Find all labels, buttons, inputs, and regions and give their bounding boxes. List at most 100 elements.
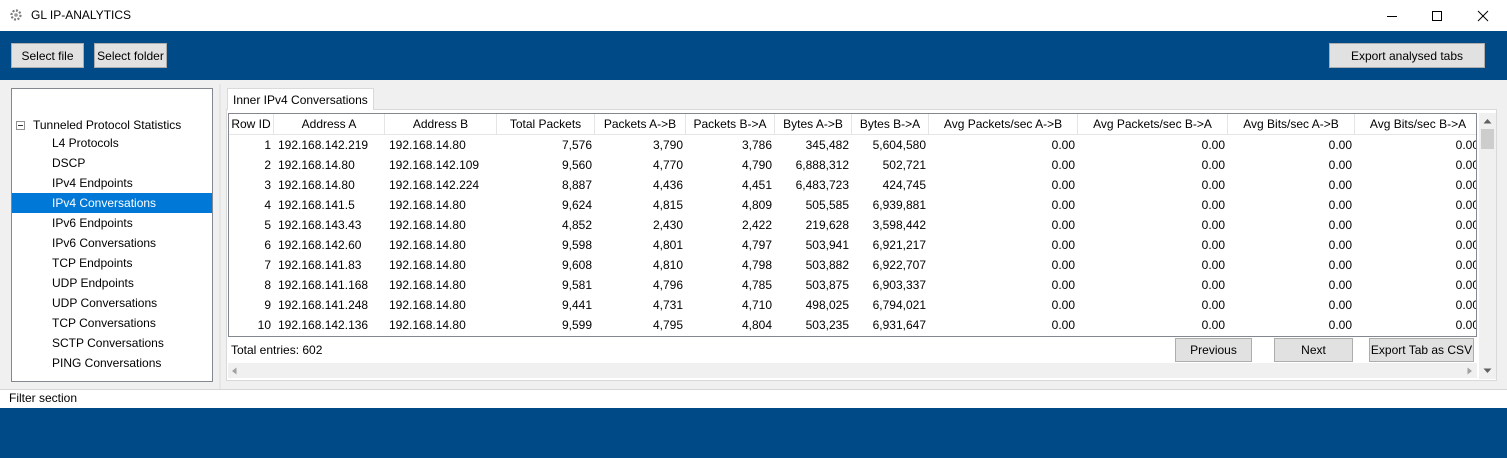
tree-item-tcp-conversations[interactable]: TCP Conversations — [12, 313, 212, 333]
row-id-cell: 7 — [229, 255, 274, 275]
bytes-b-a-cell: 6,903,337 — [852, 275, 929, 295]
table-row[interactable]: 9 192.168.141.248 192.168.14.80 9,441 4,731 4… — [229, 295, 1477, 315]
bytes-b-a-cell: 3,598,442 — [852, 215, 929, 235]
minimize-button[interactable] — [1369, 0, 1415, 31]
avg-packets-sec-a-b-cell: 0.00 — [929, 255, 1078, 275]
select-folder-button[interactable]: Select folder — [94, 43, 167, 68]
tree-item-udp-conversations[interactable]: UDP Conversations — [12, 293, 212, 313]
close-button[interactable] — [1460, 0, 1506, 31]
horizontal-scrollbar[interactable] — [228, 363, 1477, 378]
tab-inner-ipv4-conversations[interactable]: Inner IPv4 Conversations — [227, 88, 374, 110]
avg-bits-sec-a-b-cell: 0.00 — [1228, 175, 1355, 195]
address-a-cell: 192.168.143.43 — [274, 215, 385, 235]
column-header[interactable]: Bytes A->B — [775, 114, 852, 135]
column-header[interactable]: Avg Packets/sec A->B — [929, 114, 1078, 135]
table-row[interactable]: 6 192.168.142.60 192.168.14.80 9,598 4,801 4,… — [229, 235, 1477, 255]
packets-a-b-cell: 4,796 — [595, 275, 686, 295]
table-row[interactable]: 7 192.168.141.83 192.168.14.80 9,608 4,810 4,… — [229, 255, 1477, 275]
maximize-icon — [1431, 10, 1443, 22]
bytes-a-b-cell: 219,628 — [775, 215, 852, 235]
bytes-a-b-cell: 503,235 — [775, 315, 852, 335]
table-row[interactable]: 2 192.168.14.80 192.168.142.109 9,560 4,770 4… — [229, 155, 1477, 175]
avg-bits-sec-b-a-cell: 0.00 — [1355, 195, 1477, 215]
address-a-cell: 192.168.141.248 — [274, 295, 385, 315]
tree-item-ipv6-conversations[interactable]: IPv6 Conversations — [12, 233, 212, 253]
row-id-cell: 10 — [229, 315, 274, 335]
column-header[interactable]: Avg Bits/sec B->A — [1355, 114, 1477, 135]
tree-item-ipv6-endpoints[interactable]: IPv6 Endpoints — [12, 213, 212, 233]
bytes-a-b-cell: 345,482 — [775, 135, 852, 155]
tree-item-sctp-conversations[interactable]: SCTP Conversations — [12, 333, 212, 353]
column-header[interactable]: Packets A->B — [595, 114, 686, 135]
tree-item-ping-conversations[interactable]: PING Conversations — [12, 353, 212, 373]
tree-item-l4-protocols[interactable]: L4 Protocols — [12, 133, 212, 153]
export-tab-csv-button[interactable]: Export Tab as CSV — [1369, 338, 1474, 362]
column-header[interactable]: Avg Packets/sec B->A — [1078, 114, 1228, 135]
table-row[interactable]: 3 192.168.14.80 192.168.142.224 8,887 4,436 4… — [229, 175, 1477, 195]
panel-splitter[interactable] — [219, 84, 221, 390]
address-b-cell: 192.168.14.80 — [385, 255, 497, 275]
address-a-cell: 192.168.141.168 — [274, 275, 385, 295]
vertical-scrollbar[interactable] — [1479, 113, 1496, 379]
collapse-icon[interactable] — [16, 121, 25, 130]
tree-item-tcp-endpoints[interactable]: TCP Endpoints — [12, 253, 212, 273]
total-packets-cell: 9,608 — [497, 255, 595, 275]
column-header[interactable]: Packets B->A — [686, 114, 775, 135]
tree-root[interactable]: Tunneled Protocol Statistics — [16, 116, 181, 134]
avg-bits-sec-a-b-cell: 0.00 — [1228, 135, 1355, 155]
filter-panel — [0, 408, 1507, 458]
avg-packets-sec-a-b-cell: 0.00 — [929, 215, 1078, 235]
packets-a-b-cell: 4,795 — [595, 315, 686, 335]
avg-bits-sec-b-a-cell: 0.00 — [1355, 215, 1477, 235]
column-header[interactable]: Total Packets — [497, 114, 595, 135]
address-a-cell: 192.168.14.80 — [274, 175, 385, 195]
bytes-b-a-cell: 5,604,580 — [852, 135, 929, 155]
avg-bits-sec-a-b-cell: 0.00 — [1228, 275, 1355, 295]
table-row[interactable]: 1 192.168.142.219 192.168.14.80 7,576 3,790 3… — [229, 135, 1477, 155]
table-row[interactable]: 10 192.168.142.136 192.168.14.80 9,599 4,795… — [229, 315, 1477, 335]
avg-bits-sec-b-a-cell: 0.00 — [1355, 295, 1477, 315]
bytes-b-a-cell: 6,931,647 — [852, 315, 929, 335]
avg-bits-sec-a-b-cell: 0.00 — [1228, 255, 1355, 275]
tree-item-udp-endpoints[interactable]: UDP Endpoints — [12, 273, 212, 293]
column-header[interactable]: Bytes B->A — [852, 114, 929, 135]
statistics-tree[interactable]: Tunneled Protocol Statistics L4 Protocol… — [11, 88, 213, 382]
packets-b-a-cell: 2,422 — [686, 215, 775, 235]
tree-item-ipv4-conversations[interactable]: IPv4 Conversations — [12, 193, 212, 213]
column-header[interactable]: Address A — [274, 114, 385, 135]
total-packets-cell: 9,598 — [497, 235, 595, 255]
table-row[interactable]: 4 192.168.141.5 192.168.14.80 9,624 4,815 4,8… — [229, 195, 1477, 215]
scroll-up-icon[interactable] — [1483, 118, 1492, 124]
scroll-right-icon[interactable] — [1467, 367, 1473, 375]
avg-bits-sec-a-b-cell: 0.00 — [1228, 215, 1355, 235]
filter-section-label[interactable]: Filter section — [9, 391, 77, 405]
maximize-button[interactable] — [1414, 0, 1460, 31]
address-a-cell: 192.168.14.80 — [274, 155, 385, 175]
address-b-cell: 192.168.142.109 — [385, 155, 497, 175]
vertical-scroll-thumb[interactable] — [1481, 129, 1494, 149]
address-b-cell: 192.168.14.80 — [385, 235, 497, 255]
packets-b-a-cell: 4,797 — [686, 235, 775, 255]
tree-item-ipv4-endpoints[interactable]: IPv4 Endpoints — [12, 173, 212, 193]
avg-packets-sec-a-b-cell: 0.00 — [929, 135, 1078, 155]
scroll-down-icon[interactable] — [1483, 368, 1492, 374]
column-header[interactable]: Row ID — [229, 114, 274, 135]
bytes-b-a-cell: 6,794,021 — [852, 295, 929, 315]
avg-packets-sec-b-a-cell: 0.00 — [1078, 155, 1228, 175]
table-row[interactable]: 5 192.168.143.43 192.168.14.80 4,852 2,430 2,… — [229, 215, 1477, 235]
export-analysed-tabs-button[interactable]: Export analysed tabs — [1329, 43, 1485, 68]
total-packets-cell: 9,441 — [497, 295, 595, 315]
packets-a-b-cell: 4,731 — [595, 295, 686, 315]
select-file-button[interactable]: Select file — [11, 43, 84, 68]
row-id-cell: 3 — [229, 175, 274, 195]
column-header[interactable]: Avg Bits/sec A->B — [1228, 114, 1355, 135]
previous-button[interactable]: Previous — [1175, 338, 1252, 362]
scroll-left-icon[interactable] — [231, 367, 237, 375]
table-row[interactable]: 8 192.168.141.168 192.168.14.80 9,581 4,796 4… — [229, 275, 1477, 295]
column-header[interactable]: Address B — [385, 114, 497, 135]
avg-packets-sec-b-a-cell: 0.00 — [1078, 275, 1228, 295]
row-id-cell: 8 — [229, 275, 274, 295]
tree-item-dscp[interactable]: DSCP — [12, 153, 212, 173]
next-button[interactable]: Next — [1274, 338, 1353, 362]
conversations-table[interactable]: Row ID Address A Address B Total Packets… — [228, 113, 1477, 337]
